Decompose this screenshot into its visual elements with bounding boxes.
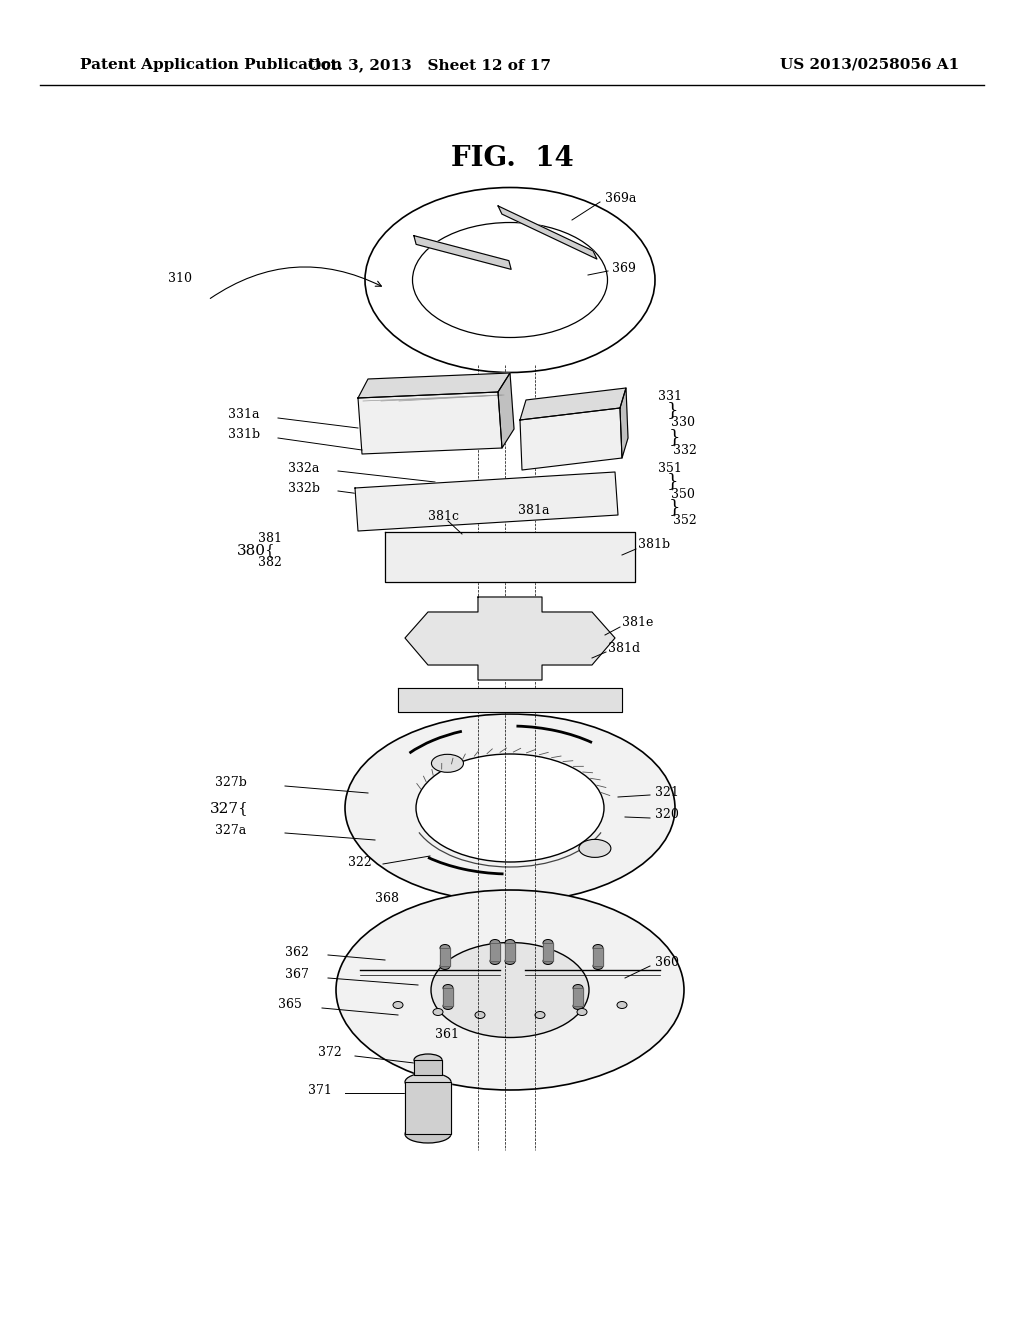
Polygon shape <box>543 942 553 961</box>
Text: 332b: 332b <box>288 482 319 495</box>
Ellipse shape <box>617 1002 627 1008</box>
Ellipse shape <box>573 1002 583 1010</box>
Text: 381d: 381d <box>608 642 640 655</box>
Polygon shape <box>498 206 597 259</box>
Text: US 2013/0258056 A1: US 2013/0258056 A1 <box>780 58 959 73</box>
Text: }: } <box>669 428 681 446</box>
Text: 331: 331 <box>658 389 682 403</box>
Text: 322: 322 <box>348 855 372 869</box>
Ellipse shape <box>345 714 675 902</box>
Text: 372: 372 <box>318 1047 342 1060</box>
Text: }: } <box>667 401 679 418</box>
Ellipse shape <box>573 985 583 991</box>
Ellipse shape <box>365 187 655 372</box>
Ellipse shape <box>406 1073 451 1092</box>
Text: 361: 361 <box>435 1028 459 1041</box>
Text: 327{: 327{ <box>210 801 249 814</box>
Text: Patent Application Publication: Patent Application Publication <box>80 58 342 73</box>
Text: 368: 368 <box>375 891 399 904</box>
Polygon shape <box>440 948 450 966</box>
Ellipse shape <box>440 962 450 969</box>
Ellipse shape <box>443 985 453 991</box>
Ellipse shape <box>593 962 603 969</box>
Ellipse shape <box>443 1002 453 1010</box>
Ellipse shape <box>440 945 450 952</box>
Text: }: } <box>669 498 681 516</box>
Polygon shape <box>414 236 511 269</box>
Ellipse shape <box>579 840 611 858</box>
Ellipse shape <box>475 1011 485 1019</box>
Text: 381a: 381a <box>518 503 550 516</box>
Text: 351: 351 <box>658 462 682 474</box>
Text: 365: 365 <box>278 998 302 1011</box>
Polygon shape <box>355 473 618 531</box>
Polygon shape <box>406 597 615 680</box>
Text: 381b: 381b <box>638 539 670 552</box>
Ellipse shape <box>535 1011 545 1019</box>
Text: 352: 352 <box>673 513 696 527</box>
Ellipse shape <box>577 1008 587 1015</box>
Ellipse shape <box>593 945 603 952</box>
Text: 331b: 331b <box>228 429 260 441</box>
Text: 380{: 380{ <box>237 543 275 557</box>
Text: 369: 369 <box>612 261 636 275</box>
Polygon shape <box>573 987 583 1006</box>
Text: 321: 321 <box>655 785 679 799</box>
Text: 310: 310 <box>168 272 193 285</box>
Text: }: } <box>667 473 679 490</box>
Polygon shape <box>505 942 515 961</box>
Polygon shape <box>498 374 514 447</box>
Text: 330: 330 <box>671 417 695 429</box>
Text: 369a: 369a <box>605 191 636 205</box>
Text: 367: 367 <box>285 969 309 982</box>
Polygon shape <box>593 948 603 966</box>
Polygon shape <box>443 987 453 1006</box>
Ellipse shape <box>505 940 515 946</box>
Ellipse shape <box>416 754 604 862</box>
Text: Oct. 3, 2013   Sheet 12 of 17: Oct. 3, 2013 Sheet 12 of 17 <box>308 58 552 73</box>
Text: 381e: 381e <box>622 616 653 630</box>
Text: 327b: 327b <box>215 776 247 789</box>
Ellipse shape <box>490 940 500 946</box>
Text: 381c: 381c <box>428 511 459 524</box>
Polygon shape <box>490 942 500 961</box>
Ellipse shape <box>505 957 515 965</box>
Polygon shape <box>358 374 510 399</box>
Polygon shape <box>385 532 635 582</box>
Text: 360: 360 <box>655 957 679 969</box>
Polygon shape <box>406 1082 451 1134</box>
Ellipse shape <box>543 940 553 946</box>
Ellipse shape <box>431 942 589 1038</box>
Text: 350: 350 <box>671 487 695 500</box>
Text: 382: 382 <box>258 556 282 569</box>
Ellipse shape <box>490 957 500 965</box>
Ellipse shape <box>431 754 464 772</box>
Text: 327a: 327a <box>215 824 246 837</box>
Ellipse shape <box>414 1069 442 1081</box>
Text: 362: 362 <box>285 945 309 958</box>
Ellipse shape <box>433 1008 443 1015</box>
Text: 332: 332 <box>673 444 697 457</box>
Polygon shape <box>398 688 622 711</box>
Polygon shape <box>620 388 628 458</box>
Polygon shape <box>414 1060 442 1074</box>
Text: 381: 381 <box>258 532 282 544</box>
Ellipse shape <box>543 957 553 965</box>
Text: 320: 320 <box>655 808 679 821</box>
Ellipse shape <box>336 890 684 1090</box>
Text: 331a: 331a <box>228 408 259 421</box>
Text: 371: 371 <box>308 1084 332 1097</box>
Polygon shape <box>520 388 626 420</box>
Text: 332a: 332a <box>288 462 319 474</box>
Ellipse shape <box>406 1125 451 1143</box>
Polygon shape <box>358 392 502 454</box>
Ellipse shape <box>414 1053 442 1067</box>
Ellipse shape <box>393 1002 403 1008</box>
Polygon shape <box>520 408 622 470</box>
Text: FIG.  14: FIG. 14 <box>451 144 573 172</box>
